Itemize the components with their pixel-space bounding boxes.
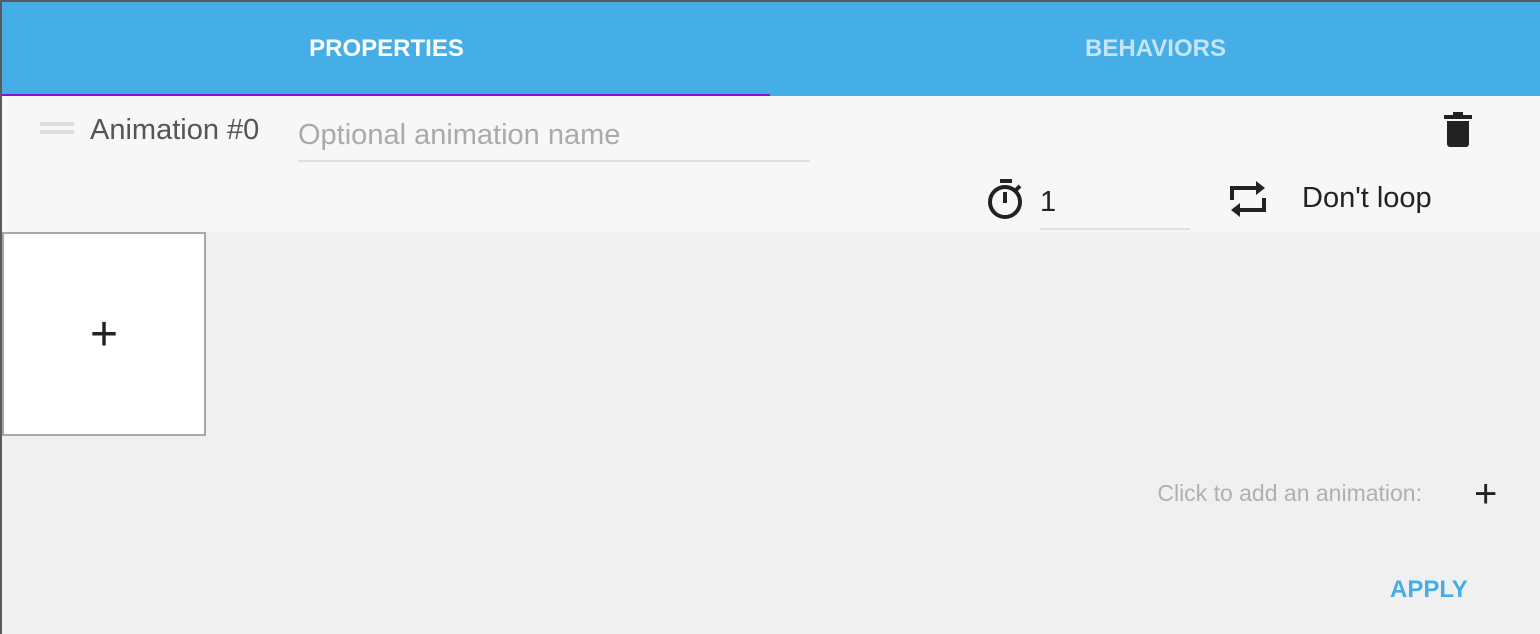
apply-button[interactable]: APPLY [1390, 576, 1468, 603]
add-animation-button[interactable]: + [1474, 472, 1498, 516]
animation-name-input[interactable] [298, 110, 810, 162]
drag-handle-icon[interactable] [40, 122, 74, 134]
tab-bar: PROPERTIES BEHAVIORS [2, 2, 1540, 96]
animation-label: Animation #0 [90, 114, 260, 146]
duration-input[interactable] [1040, 176, 1190, 230]
active-tab-indicator [2, 94, 770, 97]
add-animation-hint: Click to add an animation: [1157, 480, 1422, 506]
animation-panel: Animation #0 Don't loop [2, 96, 1540, 232]
loop-icon[interactable] [1226, 178, 1270, 225]
add-sprite-button[interactable]: + [2, 232, 206, 436]
delete-icon[interactable] [1442, 112, 1474, 153]
loop-toggle[interactable]: Don't loop [1302, 182, 1432, 214]
tab-behaviors[interactable]: BEHAVIORS [1085, 35, 1226, 62]
timer-icon [986, 178, 1026, 225]
tab-properties[interactable]: PROPERTIES [309, 35, 464, 62]
